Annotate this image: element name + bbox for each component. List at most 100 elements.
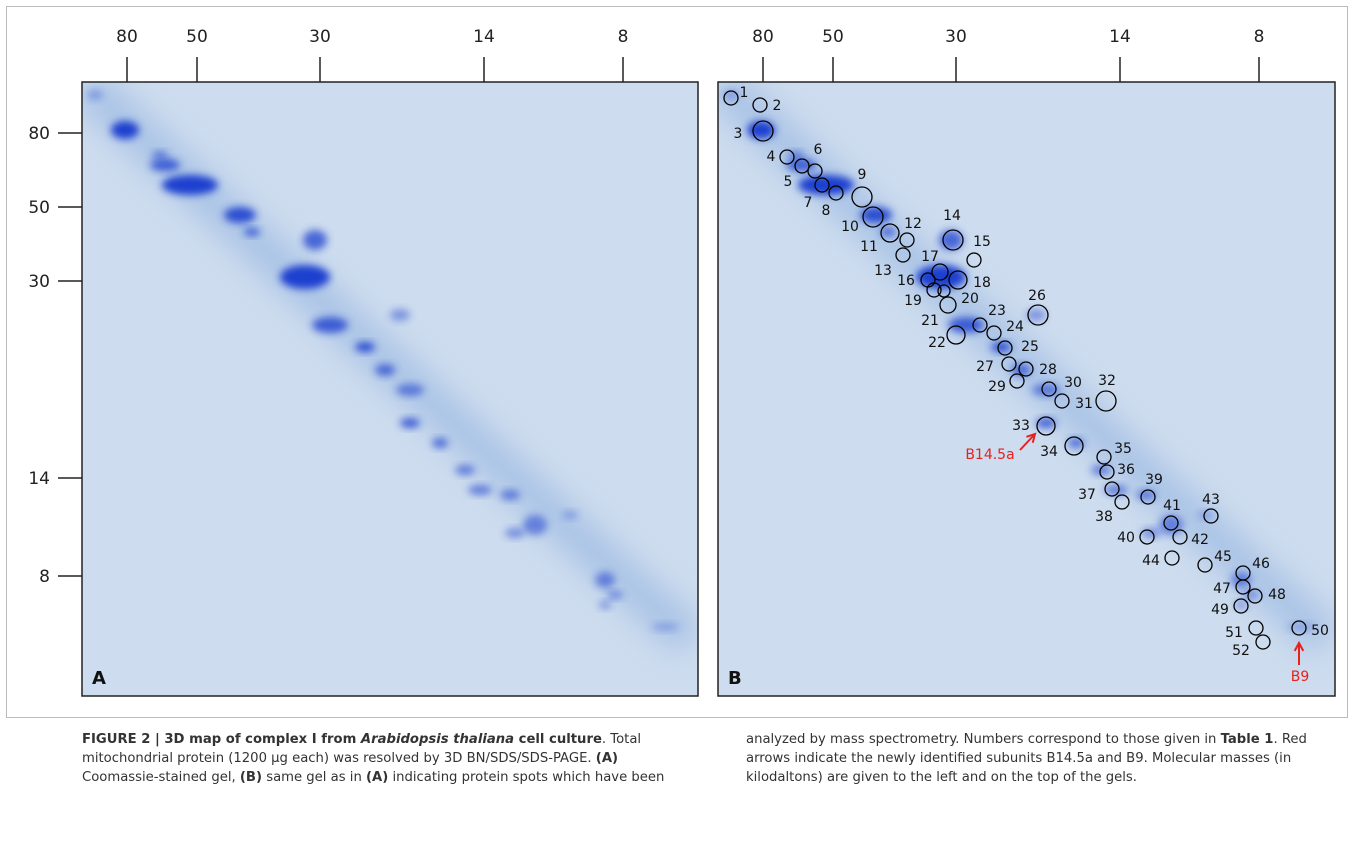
gel-spot <box>396 384 424 396</box>
gel-spot <box>599 601 611 609</box>
spot-circle <box>966 252 982 268</box>
spot-label: 27 <box>976 359 994 375</box>
top-tick-label: 50 <box>822 27 844 47</box>
caption-ref: (A) <box>595 751 619 766</box>
spot-circle <box>794 158 810 174</box>
spot-circle <box>1163 515 1179 531</box>
spot-circle <box>1036 416 1056 436</box>
gel-spot <box>651 623 679 631</box>
spot-circle <box>948 270 968 290</box>
spot-label: 2 <box>773 98 782 114</box>
caption-text: Coomassie-stained gel, <box>82 770 240 785</box>
spot-circle <box>1099 464 1115 480</box>
gel-spot <box>375 364 395 376</box>
spot-circle <box>939 296 957 314</box>
spot-circle <box>1027 304 1049 326</box>
spot-label: 28 <box>1039 362 1057 378</box>
caption-text: indicating protein spots which have been… <box>388 732 1221 785</box>
spot-label: 44 <box>1142 553 1160 569</box>
gel-spot <box>948 317 984 333</box>
gel-spot <box>880 228 896 236</box>
gel-spot <box>111 121 139 139</box>
gel-spot <box>280 265 330 289</box>
spot-circle <box>1009 373 1025 389</box>
left-tick-label: 14 <box>28 469 50 489</box>
gel-spot <box>432 438 448 448</box>
gel-stain <box>82 82 698 655</box>
caption-species: Arabidopsis thaliana <box>360 732 515 747</box>
spot-label: 38 <box>1095 509 1113 525</box>
spot-label: 1 <box>740 85 749 101</box>
spot-circle <box>828 185 844 201</box>
spot-circle <box>1255 634 1271 650</box>
arrow-label: B14.5a <box>965 447 1014 463</box>
gel-spot <box>505 528 525 538</box>
spot-circle <box>937 284 951 298</box>
gel-spot <box>303 230 327 250</box>
spot-label: 8 <box>822 203 831 219</box>
gel-spot <box>1287 623 1315 631</box>
spot-label: 15 <box>973 234 991 250</box>
arrow-head <box>1293 640 1305 652</box>
spot-label: 20 <box>961 291 979 307</box>
arrow-head <box>1026 432 1037 443</box>
spot-label: 47 <box>1213 581 1231 597</box>
spot-label: 25 <box>1021 339 1039 355</box>
gel-spot <box>312 317 348 333</box>
spot-label: 39 <box>1145 472 1163 488</box>
gel-spot <box>87 90 103 100</box>
spot-label: 16 <box>897 273 915 289</box>
spot-circle <box>895 247 911 263</box>
spot-label: 43 <box>1202 492 1220 508</box>
gel-spot <box>150 159 180 171</box>
gel-spot <box>1198 511 1214 519</box>
gel-spot <box>1091 465 1111 475</box>
spot-circle <box>997 340 1013 356</box>
spot-circle <box>1095 390 1117 412</box>
spot-label: 21 <box>921 313 939 329</box>
top-tick-label: 50 <box>186 27 208 47</box>
spot-label: 9 <box>858 167 867 183</box>
top-tick-label: 80 <box>116 27 138 47</box>
spot-circle <box>899 232 915 248</box>
spot-label: 18 <box>973 275 991 291</box>
gel-spot <box>1235 601 1247 609</box>
spot-circle <box>1291 620 1307 636</box>
spot-circle <box>931 263 949 281</box>
spot-circle <box>986 325 1002 341</box>
top-tick-label: 30 <box>309 27 331 47</box>
panel-label: A <box>92 668 106 689</box>
spot-label: 36 <box>1117 462 1135 478</box>
gel-spot <box>1026 309 1046 321</box>
caption-ref: (A) <box>366 770 389 785</box>
gel-spot <box>224 207 256 223</box>
spot-circle <box>1114 494 1130 510</box>
spot-circle <box>1203 508 1219 524</box>
gel-spot <box>788 151 804 159</box>
left-tick-label: 30 <box>28 272 50 292</box>
spot-circle <box>1197 557 1213 573</box>
spot-circle <box>1096 449 1112 465</box>
spot-label: 14 <box>943 208 961 224</box>
spot-circle <box>1235 579 1251 595</box>
left-tick-label: 8 <box>39 567 50 587</box>
gel-spot <box>523 515 547 535</box>
spot-label: 17 <box>921 249 939 265</box>
spot-label: 46 <box>1252 556 1270 572</box>
gel-spot <box>562 511 578 519</box>
caption-title: FIGURE 2 | 3D map of complex I from Arab… <box>82 732 602 747</box>
spot-label: 45 <box>1214 549 1232 565</box>
gel-spot <box>1068 438 1084 448</box>
spot-label: 6 <box>814 142 823 158</box>
gel-spot <box>400 418 420 428</box>
caption-ref: Table 1 <box>1220 732 1274 747</box>
gel-spot <box>1104 485 1128 495</box>
spot-label: 13 <box>874 263 892 279</box>
gel-spot <box>455 465 475 475</box>
spot-label: 7 <box>804 195 813 211</box>
gel-spot <box>1032 384 1060 396</box>
caption-text: same gel as in <box>262 770 367 785</box>
spot-circle <box>1001 356 1017 372</box>
spot-circle <box>851 186 873 208</box>
